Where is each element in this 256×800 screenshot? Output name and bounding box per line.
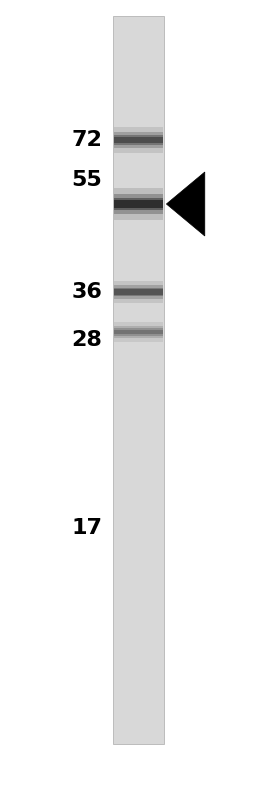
Bar	[114, 194, 163, 214]
Bar	[114, 137, 163, 143]
Bar	[114, 188, 163, 220]
Bar	[114, 330, 163, 334]
Bar	[114, 326, 163, 338]
Text: 55: 55	[72, 170, 102, 190]
Bar	[114, 288, 163, 296]
Bar	[114, 322, 163, 342]
Polygon shape	[166, 172, 205, 236]
Bar	[114, 285, 163, 299]
Bar	[114, 328, 163, 336]
Bar	[114, 135, 163, 145]
Text: 28: 28	[71, 330, 102, 350]
Bar	[114, 200, 163, 208]
Text: 72: 72	[71, 130, 102, 150]
Bar	[113, 16, 164, 744]
Bar	[114, 281, 163, 303]
Bar	[114, 198, 163, 210]
Bar	[114, 289, 163, 295]
Bar	[114, 132, 163, 148]
Text: 36: 36	[71, 282, 102, 302]
Bar	[114, 127, 163, 153]
Text: 17: 17	[71, 518, 102, 538]
